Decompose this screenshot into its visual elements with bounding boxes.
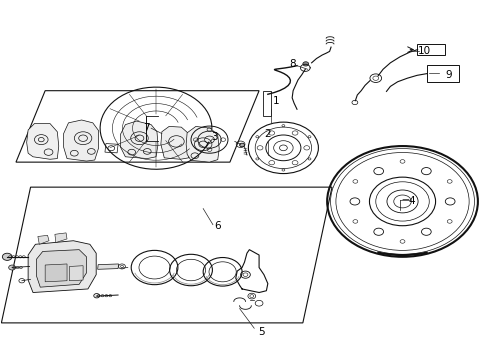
Bar [427,64,458,82]
Polygon shape [63,120,99,161]
Text: 6: 6 [214,221,221,231]
Polygon shape [69,266,83,281]
Text: 10: 10 [417,46,430,57]
Polygon shape [1,187,331,323]
Text: 1: 1 [272,96,279,107]
Polygon shape [161,126,190,159]
Text: 4: 4 [408,197,415,206]
Polygon shape [45,264,67,282]
Polygon shape [55,233,67,243]
Text: 8: 8 [288,59,295,69]
Text: 7: 7 [142,123,149,133]
Text: 5: 5 [258,327,264,337]
Circle shape [239,143,244,147]
Polygon shape [28,241,96,293]
Bar [416,44,445,55]
Text: 2: 2 [264,129,271,139]
Circle shape [302,62,308,66]
Polygon shape [263,91,271,116]
Polygon shape [120,121,158,158]
Polygon shape [98,264,118,269]
Polygon shape [16,91,259,162]
Polygon shape [27,123,59,159]
Text: 9: 9 [445,69,451,80]
Polygon shape [186,126,219,162]
Polygon shape [38,235,49,244]
Circle shape [2,253,12,260]
Polygon shape [105,144,118,153]
Polygon shape [36,249,86,287]
Circle shape [9,265,16,270]
Text: 3: 3 [211,132,217,142]
